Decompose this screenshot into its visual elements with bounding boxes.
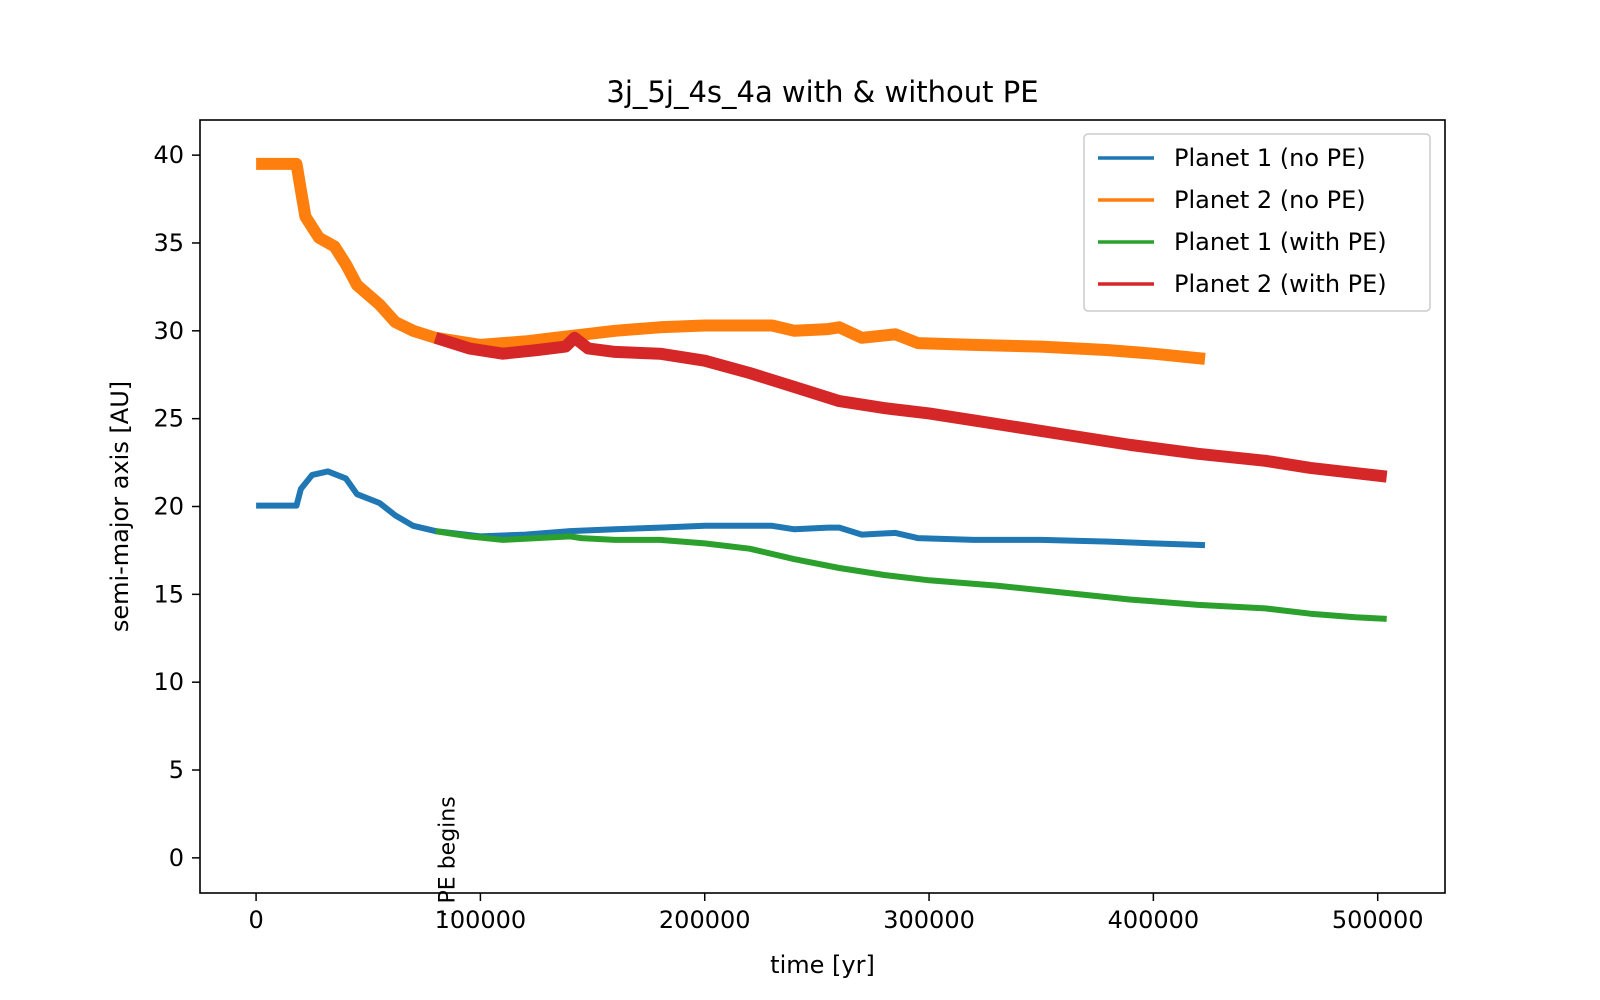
y-tick-label: 40 [153,141,184,169]
x-tick-label: 400000 [1108,906,1200,934]
series-line-2 [256,157,1206,365]
legend-entry: Planet 2 (with PE) [1174,270,1387,298]
x-axis-label: time [yr] [770,951,875,979]
y-tick-label: 25 [153,405,184,433]
x-tick-label: 200000 [659,906,751,934]
y-tick-label: 15 [153,580,184,608]
y-axis-label: semi-major axis [AU] [106,381,134,632]
y-tick-label: 30 [153,317,184,345]
x-axis: 0 100000 200000 300000 400000 500000 [248,893,1424,934]
series-line-4 [433,331,1388,483]
chart-title: 3j_5j_4s_4a with & without PE [606,75,1038,109]
series-line-3 [435,528,1387,622]
x-tick-label: 500000 [1332,906,1424,934]
plot-lines [256,157,1388,622]
y-tick-label: 0 [169,844,184,872]
series-line-1 [256,468,1206,549]
legend-entry: Planet 1 (no PE) [1174,144,1366,172]
legend-box [1083,133,1431,312]
x-tick-label: 0 [248,906,263,934]
legend: Planet 1 (no PE) Planet 2 (no PE) Planet 1… [1083,133,1431,312]
y-tick-label: 5 [169,756,184,784]
legend-entry: Planet 1 (with PE) [1174,228,1387,256]
pe-begins-annotation: : PE begins [436,796,461,918]
y-axis: 0 5 10 15 20 25 30 35 40 [153,141,200,872]
legend-entry: Planet 2 (no PE) [1174,186,1366,214]
y-tick-label: 35 [153,229,184,257]
y-tick-label: 20 [153,493,184,521]
x-tick-label: 100000 [435,906,527,934]
x-tick-label: 300000 [883,906,975,934]
y-tick-label: 10 [153,668,184,696]
